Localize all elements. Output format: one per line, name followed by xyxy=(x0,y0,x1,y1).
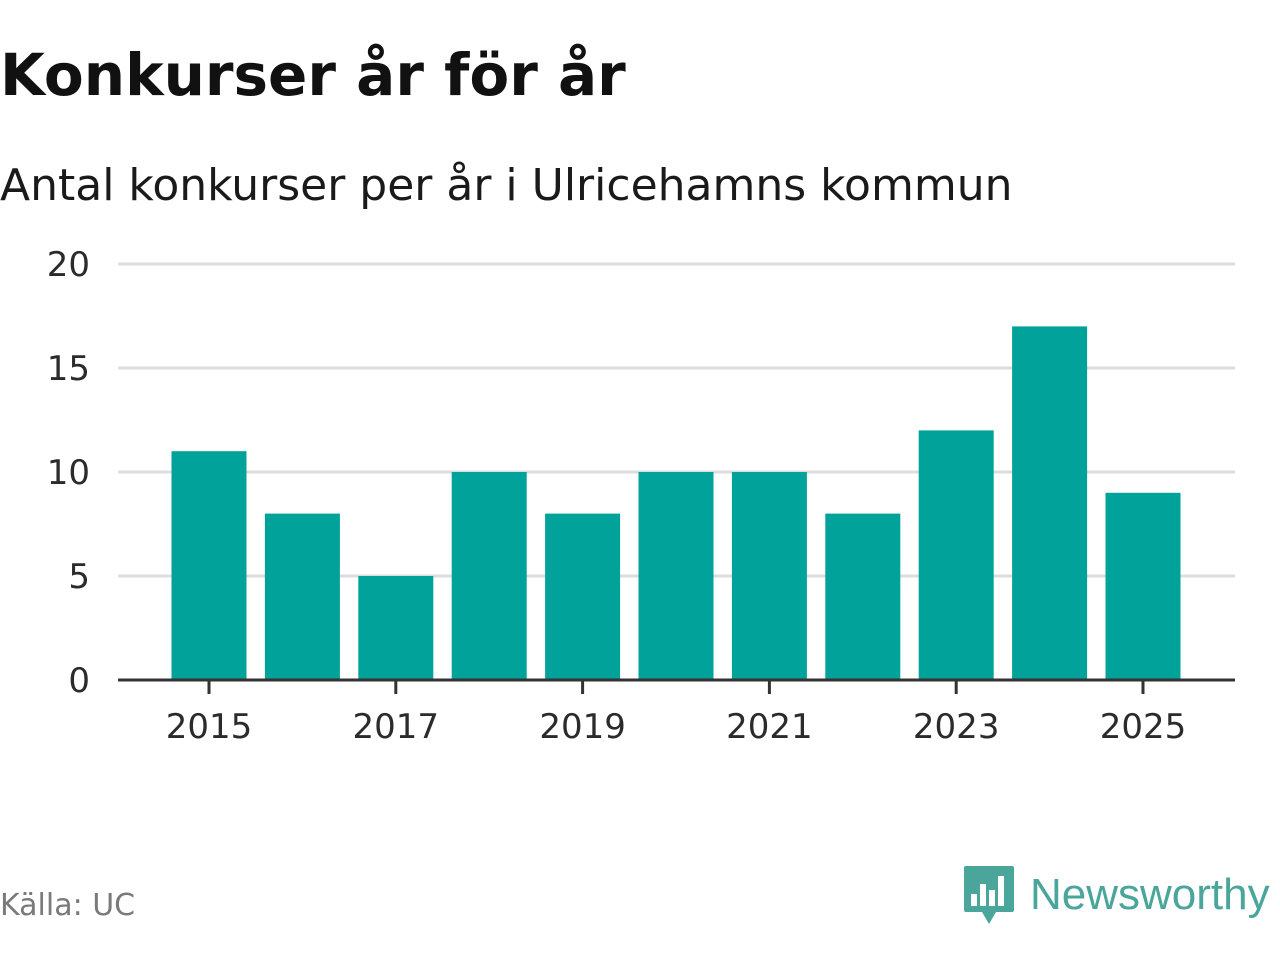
brand-name: Newsworthy xyxy=(1030,870,1270,919)
source-note: Källa: UC xyxy=(0,888,136,923)
newsworthy-bar-chart-speech-bubble-icon xyxy=(964,866,1014,924)
x-tick-label: 2017 xyxy=(353,707,440,747)
y-tick-label: 20 xyxy=(47,245,90,285)
y-tick-label: 0 xyxy=(68,661,90,701)
bar-2018 xyxy=(451,472,527,680)
y-tick-label: 5 xyxy=(68,557,90,597)
y-tick-label: 15 xyxy=(47,349,90,389)
bar-2024 xyxy=(1012,326,1088,680)
bar-2021 xyxy=(731,472,807,680)
bar-chart: 0 5 10 15 20 2015 2017 2019 2021 2023 2025 xyxy=(47,245,1235,747)
bar-2023 xyxy=(918,430,994,680)
bar-2017 xyxy=(358,576,434,680)
x-tick-label: 2019 xyxy=(539,707,626,747)
x-tick-label: 2025 xyxy=(1100,707,1187,747)
axes: 0 5 10 15 20 2015 2017 2019 2021 2023 2025 xyxy=(47,245,1235,747)
y-tick-label: 10 xyxy=(47,453,90,493)
x-tick-label: 2023 xyxy=(913,707,1000,747)
bars xyxy=(171,326,1181,680)
bar-2022 xyxy=(825,513,901,680)
x-tick-label: 2021 xyxy=(726,707,813,747)
x-tick-label: 2015 xyxy=(166,707,253,747)
bar-2025 xyxy=(1105,492,1181,680)
bar-2019 xyxy=(545,513,621,680)
bar-2020 xyxy=(638,472,714,680)
bar-2016 xyxy=(264,513,340,680)
bar-2015 xyxy=(171,451,247,680)
chart-title: Konkurser år för år xyxy=(0,41,626,109)
brand-logo: Newsworthy xyxy=(962,862,1270,928)
chart-subtitle: Antal konkurser per år i Ulricehamns kom… xyxy=(0,160,1013,211)
